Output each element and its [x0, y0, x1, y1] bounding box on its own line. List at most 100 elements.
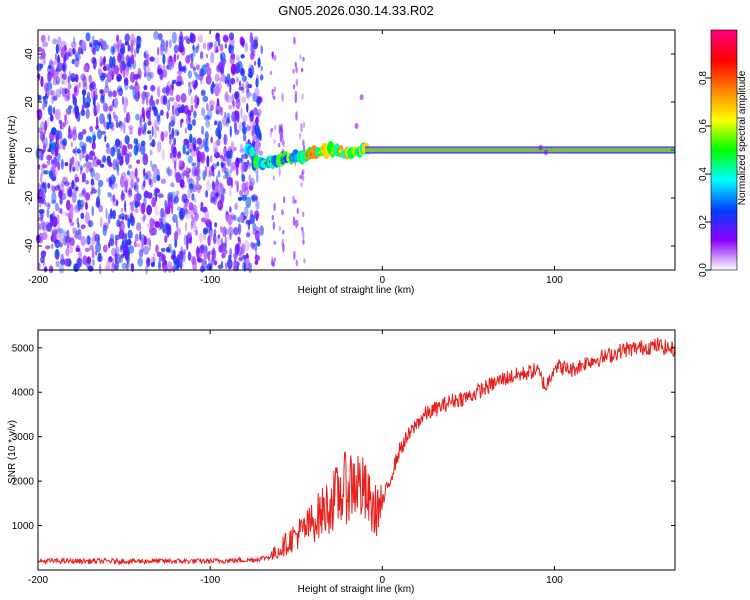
noise-speckle: [54, 202, 60, 212]
noise-speckle: [254, 60, 256, 66]
noise-speckle: [189, 88, 192, 93]
noise-speckle: [156, 174, 161, 182]
noise-speckle: [251, 125, 255, 131]
chart-title: GN05.2026.030.14.33.R02: [278, 3, 433, 18]
noise-speckle: [135, 113, 140, 121]
noise-speckle: [102, 155, 107, 163]
noise-speckle: [79, 165, 83, 171]
noise-speckle: [249, 92, 252, 97]
noise-speckle: [173, 53, 177, 63]
noise-speckle: [228, 226, 234, 237]
noise-speckle: [185, 202, 189, 208]
noise-speckle: [233, 214, 237, 221]
noise-speckle: [293, 250, 296, 261]
noise-speckle: [97, 252, 102, 262]
noise-speckle: [78, 193, 84, 198]
noise-speckle: [62, 211, 67, 216]
noise-speckle: [98, 263, 102, 275]
spectrogram-ytick-label: -40: [24, 238, 35, 253]
noise-speckle: [42, 142, 47, 153]
noise-speckle: [147, 120, 152, 126]
noise-speckle: [171, 31, 177, 44]
noise-speckle: [252, 229, 258, 235]
noise-speckle: [42, 41, 46, 48]
noise-speckle: [39, 200, 42, 208]
noise-speckle: [169, 133, 172, 146]
noise-speckle: [254, 123, 260, 136]
noise-speckle: [214, 83, 219, 88]
noise-speckle: [242, 126, 247, 135]
noise-speckle: [127, 217, 131, 229]
noise-speckle: [299, 174, 302, 180]
noise-speckle: [198, 73, 204, 81]
noise-speckle: [543, 149, 548, 156]
noise-speckle: [56, 62, 62, 70]
noise-speckle: [257, 96, 263, 104]
noise-speckle: [156, 114, 161, 122]
noise-speckle: [137, 142, 141, 153]
noise-speckle: [54, 53, 57, 61]
noise-speckle: [77, 222, 80, 229]
noise-speckle: [154, 204, 159, 217]
noise-speckle: [238, 214, 244, 223]
noise-speckle: [117, 52, 122, 63]
noise-speckle: [150, 160, 153, 168]
noise-speckle: [229, 248, 232, 255]
noise-speckle: [96, 102, 100, 114]
noise-speckle: [143, 179, 146, 188]
noise-speckle: [295, 111, 298, 121]
noise-speckle: [112, 90, 117, 98]
noise-speckle: [227, 214, 233, 226]
noise-speckle: [229, 83, 232, 94]
noise-speckle: [81, 145, 86, 153]
spectrogram-ytick-label: 20: [24, 96, 35, 108]
noise-speckle: [226, 176, 233, 187]
noise-speckle: [127, 229, 133, 239]
noise-speckle: [235, 98, 241, 110]
noise-speckle: [69, 246, 73, 254]
noise-speckle: [57, 228, 64, 234]
noise-speckle: [125, 98, 129, 107]
noise-speckle: [221, 116, 228, 127]
noise-speckle: [84, 247, 90, 253]
noise-speckle: [116, 148, 121, 161]
noise-speckle: [77, 46, 82, 55]
noise-speckle: [101, 130, 106, 135]
noise-speckle: [119, 47, 125, 54]
noise-speckle: [91, 141, 96, 150]
noise-speckle: [176, 151, 182, 159]
snr-frame: [37, 329, 676, 571]
noise-speckle: [205, 53, 208, 59]
noise-speckle: [255, 200, 260, 210]
noise-speckle: [41, 181, 46, 189]
noise-speckle: [57, 36, 62, 45]
noise-speckle: [219, 225, 224, 233]
noise-speckle: [217, 170, 221, 178]
noise-speckle: [236, 54, 240, 62]
noise-speckle: [139, 230, 142, 241]
noise-speckle: [110, 146, 116, 157]
noise-speckle: [150, 84, 156, 92]
noise-speckle: [50, 199, 57, 205]
noise-speckle: [190, 221, 193, 231]
noise-speckle: [252, 136, 257, 141]
noise-speckle: [190, 53, 194, 64]
noise-speckle: [281, 93, 284, 102]
noise-speckle: [185, 171, 190, 179]
noise-speckle: [230, 161, 237, 171]
noise-speckle: [164, 235, 168, 244]
noise-speckle: [190, 104, 194, 113]
noise-speckle: [170, 130, 173, 140]
noise-speckle: [135, 141, 139, 153]
noise-speckle: [90, 88, 94, 98]
carrier-line-band: [365, 149, 675, 151]
noise-speckle: [120, 124, 123, 132]
noise-speckle: [156, 126, 160, 132]
noise-speckle: [272, 261, 275, 268]
noise-speckle: [99, 163, 105, 168]
noise-speckle: [216, 98, 220, 107]
noise-speckle: [123, 181, 128, 193]
noise-speckle: [129, 263, 131, 268]
noise-speckle: [198, 252, 203, 258]
noise-speckle: [62, 73, 67, 80]
